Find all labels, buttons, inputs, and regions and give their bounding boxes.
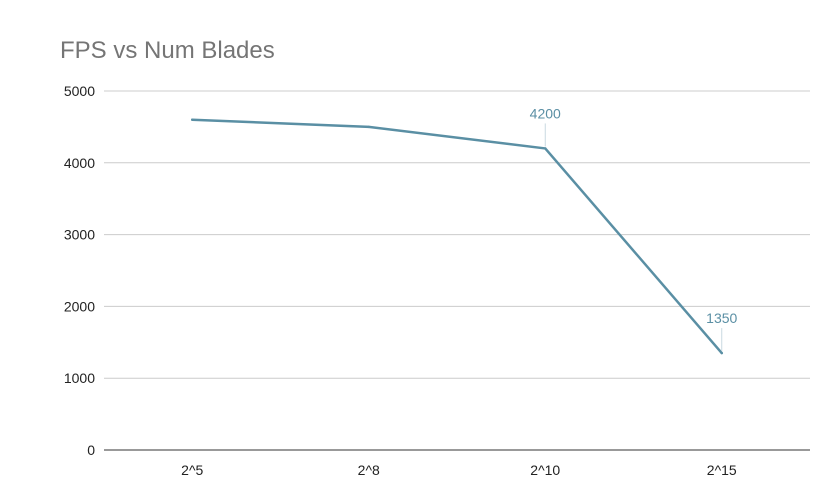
data-labels: 4200 1350 <box>530 105 738 352</box>
data-point <box>720 351 723 355</box>
x-tick-label: 2^5 <box>181 462 203 478</box>
series-line <box>191 118 723 355</box>
data-point <box>367 125 370 129</box>
chart-title: FPS vs Num Blades <box>60 37 275 64</box>
y-axis-ticks: 0 1000 2000 3000 4000 5000 <box>64 83 95 458</box>
x-tick-label: 2^8 <box>358 462 380 478</box>
data-label: 4200 <box>530 105 561 121</box>
series-lines <box>191 118 723 355</box>
x-tick-label: 2^10 <box>530 462 560 478</box>
grid-lines <box>104 90 810 451</box>
data-point <box>191 118 194 121</box>
data-point <box>544 147 547 150</box>
data-label: 1350 <box>706 310 737 326</box>
y-tick-label: 4000 <box>64 155 95 171</box>
y-tick-label: 3000 <box>64 227 95 243</box>
y-tick-label: 2000 <box>64 298 95 314</box>
x-tick-label: 2^15 <box>707 462 737 478</box>
y-tick-label: 5000 <box>64 83 95 99</box>
y-tick-label: 0 <box>87 442 95 458</box>
x-axis-ticks: 2^5 2^8 2^10 2^15 <box>181 462 737 478</box>
y-tick-label: 1000 <box>64 370 95 386</box>
